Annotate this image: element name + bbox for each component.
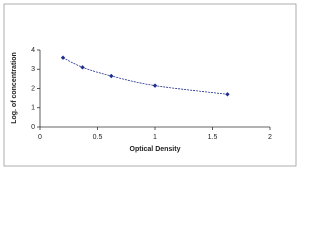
y-tick-label: 0: [31, 124, 35, 131]
data-point: [60, 55, 66, 60]
x-axis-label: Optical Density: [130, 146, 181, 153]
y-axis-label: Log. of concentration: [11, 52, 18, 124]
data-point: [152, 83, 158, 88]
y-tick-label: 2: [31, 85, 35, 92]
y-tick-label: 4: [31, 47, 35, 54]
x-tick-label: 0: [38, 134, 42, 141]
data-point: [225, 92, 230, 97]
x-tick-label: 2: [268, 134, 272, 141]
chart: Optical Density Log. of concentration 0 1…: [3, 3, 297, 167]
x-tick-label: 1.5: [208, 134, 218, 141]
x-tick-label: 1: [153, 134, 157, 141]
data-point: [80, 65, 85, 70]
data-point: [109, 73, 114, 79]
x-tick-label: 0.5: [93, 134, 103, 141]
y-tick-label: 1: [31, 105, 35, 112]
y-tick-label: 3: [31, 66, 35, 73]
